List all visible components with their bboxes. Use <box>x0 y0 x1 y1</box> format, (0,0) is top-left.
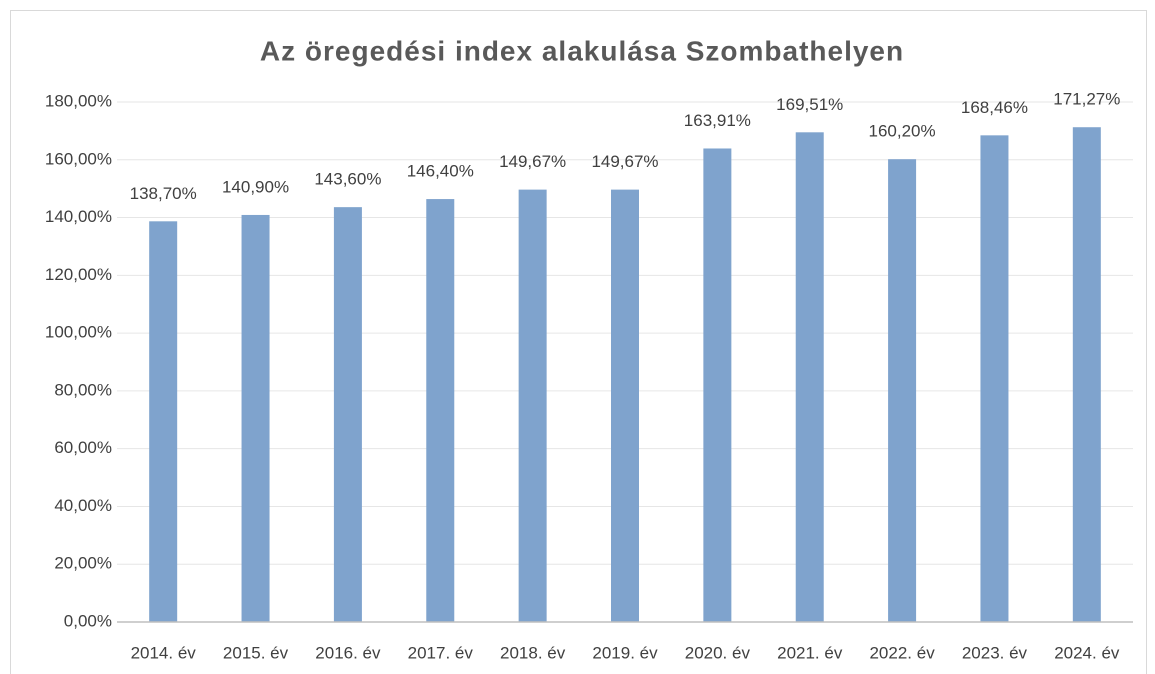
value-label: 149,67% <box>499 152 566 171</box>
x-tick-label: 2016. év <box>315 643 381 662</box>
value-label: 160,20% <box>869 122 936 141</box>
bar <box>241 214 270 622</box>
value-label: 149,67% <box>591 152 658 171</box>
x-tick-label: 2014. év <box>131 643 197 662</box>
y-tick-label: 120,00% <box>45 265 112 284</box>
bar <box>333 207 362 622</box>
y-tick-label: 0,00% <box>64 611 112 630</box>
chart-frame <box>10 10 1147 674</box>
bar <box>149 221 178 623</box>
value-label: 171,27% <box>1053 90 1120 109</box>
y-tick-label: 20,00% <box>54 554 112 573</box>
x-tick-label: 2024. év <box>1054 643 1120 662</box>
y-tick-label: 140,00% <box>45 207 112 226</box>
y-tick-label: 80,00% <box>54 380 112 399</box>
x-tick-label: 2023. év <box>962 643 1028 662</box>
value-label: 143,60% <box>314 170 381 189</box>
value-label: 146,40% <box>407 162 474 181</box>
bar <box>888 159 917 622</box>
x-tick-label: 2020. év <box>685 643 751 662</box>
value-label: 168,46% <box>961 98 1028 117</box>
x-tick-label: 2021. év <box>777 643 843 662</box>
bar <box>518 189 547 622</box>
bar <box>703 148 732 622</box>
value-label: 140,90% <box>222 177 289 196</box>
bar <box>426 199 455 623</box>
chart-title: Az öregedési index alakulása Szombathely… <box>260 35 904 66</box>
value-label: 138,70% <box>130 184 197 203</box>
x-tick-label: 2018. év <box>500 643 566 662</box>
y-tick-label: 160,00% <box>45 149 112 168</box>
value-label: 163,91% <box>684 111 751 130</box>
x-tick-label: 2017. év <box>408 643 474 662</box>
x-tick-label: 2015. év <box>223 643 289 662</box>
bar <box>611 189 639 622</box>
bar <box>1072 127 1101 622</box>
bar <box>795 132 824 622</box>
y-tick-label: 40,00% <box>54 496 112 515</box>
bar <box>980 135 1009 623</box>
y-tick-label: 60,00% <box>54 438 112 457</box>
y-tick-label: 100,00% <box>45 323 112 342</box>
y-tick-label: 180,00% <box>45 91 112 110</box>
x-tick-label: 2022. év <box>869 643 935 662</box>
x-tick-label: 2019. év <box>592 643 658 662</box>
value-label: 169,51% <box>776 95 843 114</box>
